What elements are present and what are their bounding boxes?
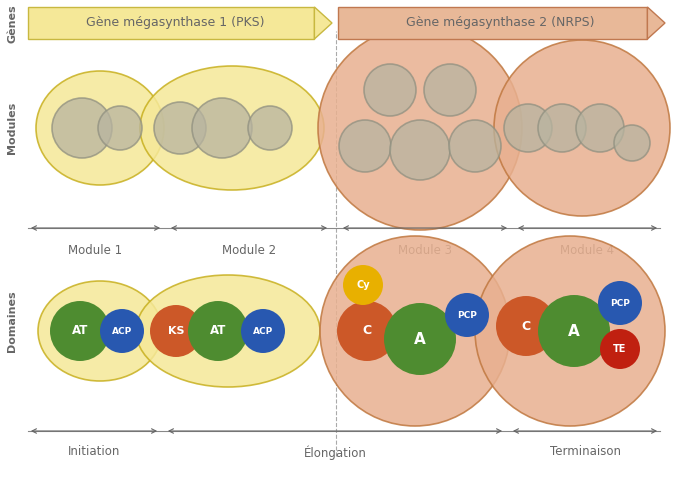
Text: AT: AT [210, 325, 226, 337]
Text: AT: AT [72, 325, 88, 337]
Circle shape [504, 104, 552, 152]
Circle shape [50, 301, 110, 361]
Circle shape [248, 106, 292, 150]
Circle shape [494, 40, 670, 216]
Text: Terminaison: Terminaison [549, 445, 621, 458]
Circle shape [188, 301, 248, 361]
Text: Cy: Cy [356, 280, 370, 290]
Text: Élongation: Élongation [304, 445, 367, 459]
Circle shape [384, 303, 456, 375]
Circle shape [614, 125, 650, 161]
Text: Gènes: Gènes [7, 5, 17, 43]
Text: A: A [414, 331, 426, 347]
Circle shape [449, 120, 501, 172]
Circle shape [576, 104, 624, 152]
Bar [28, 7, 314, 39]
Circle shape [192, 98, 252, 158]
Text: Module 4: Module 4 [560, 244, 614, 257]
Circle shape [337, 301, 397, 361]
Text: PCP: PCP [457, 311, 477, 319]
Text: C: C [521, 319, 530, 332]
Text: A: A [568, 324, 580, 339]
Ellipse shape [136, 275, 320, 387]
Text: Module 1: Module 1 [68, 244, 122, 257]
Circle shape [98, 106, 142, 150]
Text: Initiation: Initiation [68, 445, 120, 458]
Circle shape [445, 293, 489, 337]
Text: C: C [363, 325, 371, 337]
Ellipse shape [36, 71, 164, 185]
Text: KS: KS [168, 326, 184, 336]
Text: Gène mégasynthase 2 (NRPS): Gène mégasynthase 2 (NRPS) [406, 17, 594, 30]
Circle shape [598, 281, 642, 325]
Text: Module 3: Module 3 [398, 244, 452, 257]
Ellipse shape [140, 66, 324, 190]
Circle shape [364, 64, 416, 116]
Circle shape [496, 296, 556, 356]
Circle shape [343, 265, 383, 305]
Circle shape [320, 236, 510, 426]
Circle shape [339, 120, 391, 172]
Text: Domaines: Domaines [7, 290, 17, 352]
Text: PCP: PCP [610, 298, 630, 308]
Text: Modules: Modules [7, 102, 17, 154]
Circle shape [424, 64, 476, 116]
Polygon shape [314, 7, 332, 39]
Text: Gène mégasynthase 1 (PKS): Gène mégasynthase 1 (PKS) [86, 17, 264, 30]
Circle shape [318, 26, 522, 230]
Circle shape [600, 329, 640, 369]
Circle shape [538, 104, 586, 152]
Circle shape [52, 98, 112, 158]
Text: ACP: ACP [112, 327, 132, 335]
Text: ACP: ACP [253, 327, 273, 335]
Circle shape [390, 120, 450, 180]
Circle shape [475, 236, 665, 426]
Ellipse shape [38, 281, 162, 381]
Bar [338, 7, 647, 39]
Circle shape [150, 305, 202, 357]
Circle shape [154, 102, 206, 154]
Circle shape [538, 295, 610, 367]
Text: TE: TE [613, 344, 627, 354]
Text: Module 2: Module 2 [222, 244, 276, 257]
Circle shape [241, 309, 285, 353]
Circle shape [100, 309, 144, 353]
Polygon shape [647, 7, 665, 39]
